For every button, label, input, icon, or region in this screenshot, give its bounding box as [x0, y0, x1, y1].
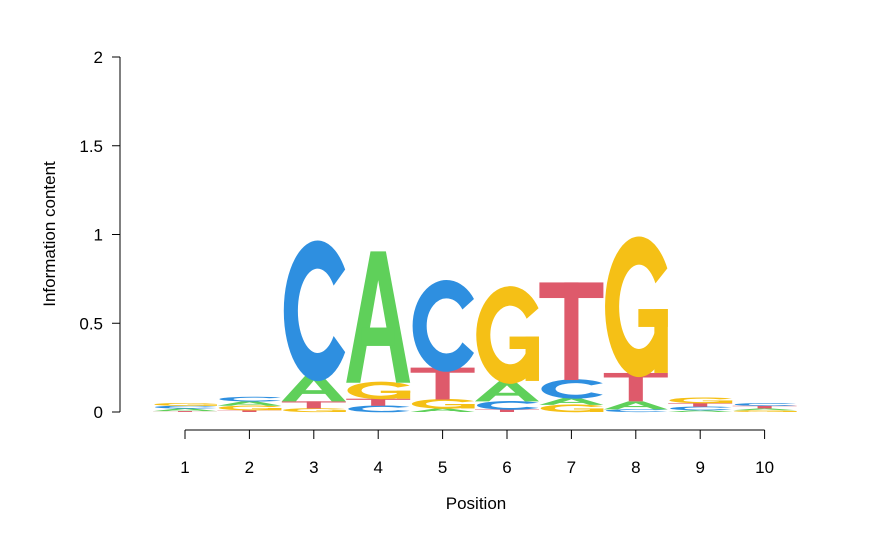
logo-letter-T [153, 411, 217, 412]
logo-letter-C [412, 280, 474, 372]
y-axis-label: Information content [40, 161, 59, 307]
logo-letter-T [281, 401, 346, 409]
logo-letter-G [605, 236, 668, 378]
x-tick-label: 10 [755, 458, 774, 477]
y-tick-label: 1.5 [79, 137, 103, 156]
x-tick-label: 7 [567, 458, 576, 477]
logo-letter-C [348, 405, 410, 413]
logo-letter-G [218, 405, 282, 411]
logo-letter-T [732, 405, 797, 409]
logo-letter-A [217, 401, 282, 406]
y-tick-label: 1 [94, 226, 103, 245]
x-axis: 1 2 3 4 5 6 7 8 9 10 [180, 429, 774, 477]
logo-letter-G [283, 408, 346, 413]
logo-letter-A [410, 408, 475, 412]
logo-letter-G [154, 402, 217, 406]
logo-letter-G [347, 381, 411, 400]
x-tick-label: 2 [245, 458, 254, 477]
logo-letter-G [669, 397, 733, 404]
logo-letter-G [540, 404, 604, 413]
logo-letter-T [539, 282, 604, 381]
y-tick-label: 0 [94, 403, 103, 422]
logo-letter-C [541, 379, 603, 399]
y-axis: 0 0.5 1 1.5 2 [79, 48, 121, 422]
logo-letter-G [733, 410, 797, 413]
logo-letter-C [219, 396, 281, 402]
x-tick-label: 4 [373, 458, 382, 477]
logo-letter-A [281, 374, 346, 402]
logo-letter-T [668, 403, 733, 407]
logo-letter-C [606, 409, 668, 413]
x-tick-label: 8 [631, 458, 640, 477]
logo-letter-A [475, 380, 539, 402]
logo-letter-T [603, 372, 668, 402]
x-tick-label: 1 [180, 458, 189, 477]
logo-letter-C [670, 406, 732, 411]
logo-letter-A [732, 408, 797, 411]
x-tick-label: 3 [309, 458, 318, 477]
logo-letter-A [668, 410, 733, 412]
x-tick-label: 5 [438, 458, 447, 477]
logo-letter-A [346, 251, 411, 383]
logo-letter-A [603, 401, 668, 410]
logo-letter-T [217, 410, 282, 412]
x-tick-label: 6 [502, 458, 511, 477]
logo-letter-G [411, 398, 475, 409]
x-axis-label: Position [446, 494, 506, 513]
logo-letter-C [283, 240, 346, 382]
logo-letters [153, 236, 797, 413]
logo-letter-C [734, 402, 796, 406]
logo-letter-C [477, 400, 539, 410]
logo-letter-T [410, 367, 475, 400]
y-tick-label: 2 [94, 48, 103, 67]
logo-letter-A [153, 408, 217, 412]
logo-letter-T [475, 409, 539, 412]
y-tick-label: 0.5 [79, 314, 103, 333]
logo-letter-A [539, 397, 604, 405]
logo-letter-C [155, 405, 217, 409]
x-tick-label: 9 [695, 458, 704, 477]
logo-letter-G [476, 286, 539, 384]
logo-letter-T [346, 398, 411, 406]
